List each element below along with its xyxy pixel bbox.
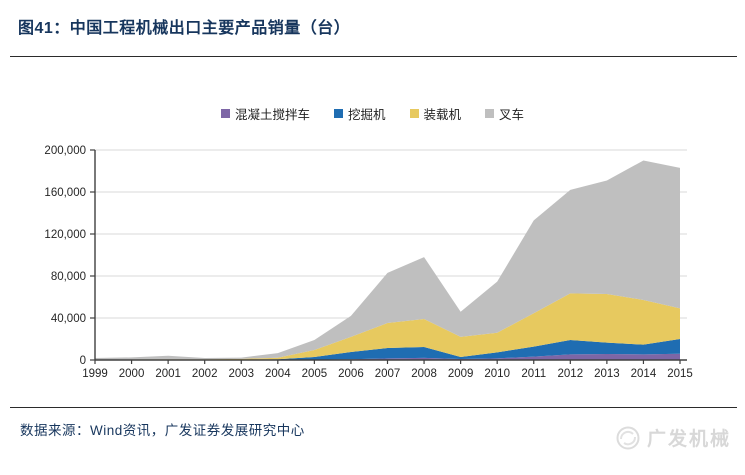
- stacked-area-chart: 0 40,000 80,000 120,000 160,000 200,000 1999 20…: [30, 133, 720, 395]
- svg-text:1999: 1999: [82, 368, 108, 380]
- title-separator-line: [10, 56, 737, 57]
- svg-text:2013: 2013: [594, 368, 620, 380]
- legend-swatch-excavator: [333, 109, 343, 118]
- svg-text:120,000: 120,000: [44, 229, 86, 241]
- svg-text:2007: 2007: [375, 368, 401, 380]
- svg-text:2011: 2011: [521, 368, 546, 380]
- legend-item-concrete-mixer: 混凝土搅拌车: [220, 104, 310, 123]
- legend-swatch-forklift: [485, 109, 495, 118]
- legend-label: 装载机: [423, 108, 462, 122]
- svg-text:2010: 2010: [484, 368, 510, 380]
- gf-logo-icon: [616, 426, 640, 449]
- gf-securities-logo: 广发机械: [615, 424, 731, 451]
- svg-text:80,000: 80,000: [51, 271, 86, 283]
- svg-text:2004: 2004: [265, 368, 291, 380]
- legend-swatch-concrete-mixer: [220, 109, 230, 118]
- svg-text:0: 0: [80, 355, 86, 367]
- gf-logo-text: 广发机械: [646, 429, 731, 450]
- svg-text:40,000: 40,000: [51, 313, 86, 325]
- svg-text:2012: 2012: [558, 368, 584, 380]
- svg-text:2000: 2000: [119, 368, 145, 380]
- legend-item-forklift: 叉车: [485, 104, 524, 123]
- chart-plot-area: 0 40,000 80,000 120,000 160,000 200,000 1999 20…: [44, 145, 693, 380]
- svg-text:2008: 2008: [411, 368, 437, 380]
- svg-text:2009: 2009: [448, 368, 474, 380]
- svg-text:2015: 2015: [667, 368, 693, 380]
- svg-text:2001: 2001: [155, 368, 181, 380]
- data-source-text: 数据来源：Wind资讯，广发证券发展研究中心: [20, 423, 305, 438]
- legend-swatch-loader: [409, 109, 419, 118]
- footer-separator-line: [10, 407, 737, 408]
- legend-label: 叉车: [499, 108, 525, 122]
- legend-label: 挖掘机: [347, 108, 386, 122]
- svg-text:160,000: 160,000: [44, 187, 86, 199]
- svg-text:2003: 2003: [228, 368, 254, 380]
- legend-label: 混凝土搅拌车: [234, 108, 310, 122]
- legend-item-excavator: 挖掘机: [333, 104, 386, 123]
- svg-text:2005: 2005: [302, 368, 328, 380]
- svg-text:2006: 2006: [338, 368, 364, 380]
- svg-text:2014: 2014: [631, 368, 657, 380]
- svg-text:2002: 2002: [192, 368, 218, 380]
- legend-item-loader: 装载机: [409, 104, 462, 123]
- figure-title: 图41：中国工程机械出口主要产品销量（台）: [18, 20, 351, 37]
- chart-legend: 混凝土搅拌车 挖掘机 装载机 叉车: [0, 104, 745, 123]
- svg-text:200,000: 200,000: [44, 145, 86, 157]
